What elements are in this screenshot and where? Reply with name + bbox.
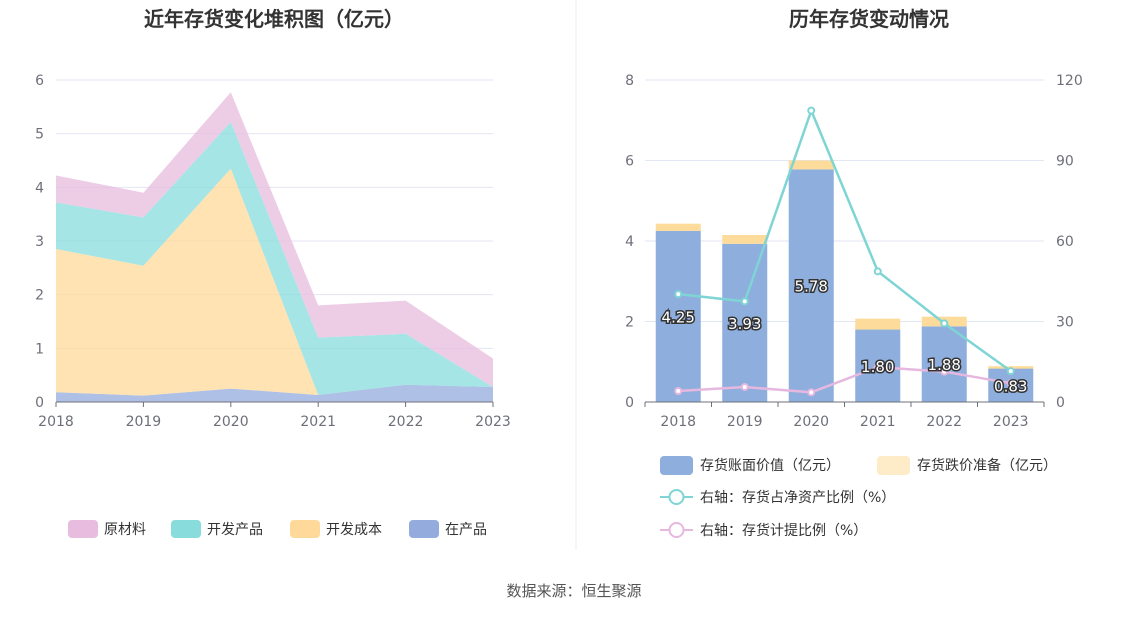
legend-label[interactable]: 存货跌价准备（亿元） [917,457,1057,474]
line-point [873,363,882,372]
x-tick-label: 2023 [475,414,511,430]
bar-bar_value [788,169,834,402]
x-tick-label: 2021 [860,414,896,430]
y-left-tick-label: 8 [625,73,634,89]
line-point [1006,367,1015,376]
area-series-devcost [56,168,493,396]
x-tick-label: 2022 [926,414,962,430]
right-axis: 0 2 4 6 8 0 30 60 90 120 2018 2019 2020 2021 2022 2023 [625,73,1083,430]
y-tick-label: 1 [35,341,44,357]
left-axis: 0 1 2 3 4 5 6 2018 2019 2020 2021 2022 2023 [35,73,511,430]
right-bars [655,160,1034,402]
line-point [740,382,749,391]
right-legend[interactable]: 存货账面价值（亿元） 存货跌价准备（亿元） 右轴：存货占净资产比例（%） 右轴：存货计… [660,456,1057,539]
y-tick-label: 5 [35,127,44,143]
legend-swatch[interactable] [877,456,910,475]
x-tick-label: 2023 [993,414,1029,430]
right-grid [645,79,1044,322]
legend-marker[interactable] [668,522,685,538]
y-left-tick-label: 6 [625,154,634,170]
line-point [807,388,816,397]
legend-label[interactable]: 开发成本 [326,522,382,538]
x-tick-label: 2019 [727,414,763,430]
line-point [1006,379,1015,388]
bar-bar_reserve [855,318,901,330]
x-tick-label: 2020 [793,414,829,430]
bar-bar_value [921,326,967,402]
stacked-area-chart: 近年存货变化堆积图（亿元） 0 1 2 3 4 5 6 2018 2019 2020 2021 202… [35,7,511,538]
x-tick-label: 2018 [38,414,74,430]
y-right-tick-label: 90 [1056,154,1074,170]
left-legend[interactable]: 原材料 开发产品 开发成本 在产品 [68,520,487,538]
bar-bar_reserve [722,234,768,244]
y-left-tick-label: 2 [625,315,634,331]
line-line_provision [678,365,1012,394]
area-series-finished [56,121,493,396]
y-left-tick-label: 0 [625,395,634,411]
right-lines [674,106,1015,397]
bar-value-label: 3.93 [728,315,761,333]
line-line_ratio [678,107,1012,373]
legend-swatch[interactable] [290,520,320,538]
legend-swatch[interactable] [171,520,201,538]
x-tick-label: 2021 [300,414,336,430]
x-tick-label: 2018 [660,414,696,430]
y-right-tick-label: 120 [1056,73,1083,89]
y-tick-label: 0 [35,395,44,411]
bar-bar_reserve [655,223,701,231]
bar-value-label: 4.25 [662,308,695,326]
y-tick-label: 2 [35,288,44,304]
area-series-raw [56,92,493,388]
bar-bar_value [722,243,768,402]
right-bar-labels: 4.25 3.93 5.78 1.80 1.88 0.83 [660,276,1029,397]
x-tick-label: 2019 [126,414,162,430]
left-areas [56,92,493,402]
x-tick-label: 2022 [388,414,424,430]
line-point [873,267,882,276]
bar-value-label: 1.88 [928,356,961,374]
legend-label[interactable]: 存货账面价值（亿元） [700,457,840,474]
bar-value-label: 1.80 [861,358,894,376]
y-tick-label: 6 [35,73,44,89]
line-point [940,367,949,376]
y-right-tick-label: 30 [1056,315,1074,331]
legend-label[interactable]: 右轴：存货计提比例（%） [700,522,867,539]
x-tick-label: 2020 [213,414,249,430]
line-point [807,106,816,115]
line-point [940,319,949,328]
y-tick-label: 3 [35,234,44,250]
legend-swatch[interactable] [660,456,693,475]
line-point [674,386,683,395]
y-right-tick-label: 60 [1056,234,1074,250]
right-chart-title: 历年存货变动情况 [789,7,949,31]
bar-value-label: 5.78 [795,278,828,296]
legend-label[interactable]: 开发产品 [207,522,263,538]
area-series-wip [56,384,493,402]
y-tick-label: 4 [35,180,44,196]
legend-label[interactable]: 原材料 [104,522,146,538]
y-right-tick-label: 0 [1056,395,1065,411]
bar-line-chart: 历年存货变动情况 0 2 4 6 8 0 30 60 90 120 2018 2019 2020 2021… [625,7,1083,539]
data-source-note: 数据来源：恒生聚源 [506,582,642,600]
bar-bar_value [655,230,701,402]
line-point [674,290,683,299]
legend-label[interactable]: 右轴：存货占净资产比例（%） [700,489,895,506]
y-left-tick-label: 4 [625,234,634,250]
line-point [740,297,749,306]
bar-value-label: 0.83 [994,377,1027,395]
legend-swatch[interactable] [409,520,439,538]
left-chart-title: 近年存货变化堆积图（亿元） [144,7,404,31]
bar-bar_reserve [788,160,834,170]
legend-swatch[interactable] [68,520,98,538]
legend-marker[interactable] [668,489,685,505]
legend-label[interactable]: 在产品 [445,522,487,538]
